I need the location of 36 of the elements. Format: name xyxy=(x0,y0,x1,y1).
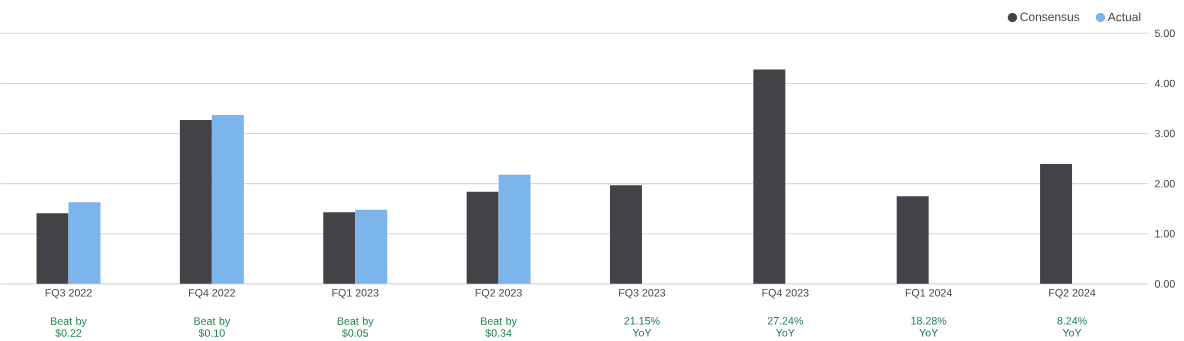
bar xyxy=(323,212,356,284)
text: 27.24% YoY xyxy=(767,317,803,337)
x-tick-label: FQ3 2023 xyxy=(619,289,666,299)
text: Beat by $0.10 xyxy=(194,317,231,338)
bar xyxy=(896,196,929,284)
y-tick-label: 4.00 xyxy=(1154,79,1175,88)
bar xyxy=(68,202,101,284)
bar xyxy=(211,115,244,284)
bar xyxy=(609,185,642,284)
x-tick-label: FQ4 2022 xyxy=(189,289,236,299)
bar xyxy=(498,174,531,284)
y-tick-label: 2.00 xyxy=(1155,179,1175,188)
y-tick-label: 3.00 xyxy=(1154,129,1175,138)
x-tick-label: FQ1 2023 xyxy=(332,289,379,299)
legend-label: Actual xyxy=(1107,12,1141,22)
text: Beat by $0.05 xyxy=(337,317,374,338)
x-tick-label: FQ3 2022 xyxy=(45,289,92,299)
bar xyxy=(1040,164,1073,284)
x-tick-label: FQ2 2023 xyxy=(475,289,522,299)
text: 8.24% YoY xyxy=(1057,317,1087,337)
bar xyxy=(36,213,69,284)
y-tick-label: 1.00 xyxy=(1155,229,1175,238)
y-tick-label: 5.00 xyxy=(1154,29,1175,38)
bar xyxy=(753,69,786,284)
text: 21.15% YoY xyxy=(624,317,660,337)
x-tick-label: FQ4 2023 xyxy=(762,289,809,299)
text: 18.28% YoY xyxy=(911,317,947,337)
x-tick-label: FQ1 2024 xyxy=(905,289,953,299)
bar xyxy=(179,120,212,284)
text: Beat by $0.34 xyxy=(481,317,517,338)
bar xyxy=(466,191,499,284)
bar xyxy=(355,209,388,284)
text: Beat by $0.22 xyxy=(51,317,87,338)
y-tick-label: 0.00 xyxy=(1154,280,1175,288)
x-tick-label: FQ2 2024 xyxy=(1049,289,1096,299)
legend-label: Consensus xyxy=(1020,12,1080,22)
